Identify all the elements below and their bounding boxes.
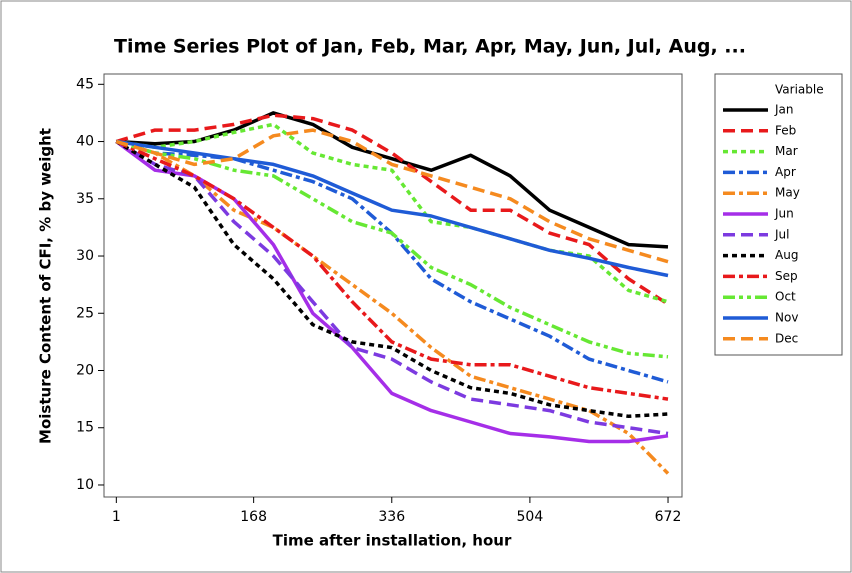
x-tick-label: 1 — [112, 509, 121, 525]
series-line — [115, 139, 669, 401]
x-tick-label: 504 — [517, 509, 544, 525]
legend-label: Oct — [775, 290, 796, 304]
legend-title: Variable — [775, 83, 824, 97]
x-tick-label: 672 — [655, 509, 682, 525]
legend-label: Jan — [774, 103, 794, 117]
y-tick-label: 45 — [76, 76, 94, 92]
series-line — [115, 139, 669, 419]
series-line — [115, 139, 670, 475]
series-line — [115, 139, 669, 359]
series-line — [115, 128, 669, 264]
x-tick-label: 168 — [240, 509, 267, 525]
y-tick-label: 40 — [76, 134, 94, 150]
legend-label: Aug — [775, 248, 798, 262]
y-tick-label: 30 — [76, 248, 94, 264]
x-axis-label: Time after installation, hour — [273, 532, 512, 550]
legend-label: Dec — [775, 331, 798, 345]
legend-label: Jul — [774, 227, 789, 241]
legend-label: Mar — [775, 144, 798, 158]
legend-label: Jun — [774, 207, 794, 221]
series-line — [115, 139, 669, 436]
legend-label: Sep — [775, 269, 798, 283]
y-tick-label: 20 — [76, 363, 94, 379]
legend-label: May — [775, 186, 800, 200]
chart-title: Time Series Plot of Jan, Feb, Mar, Apr, … — [114, 36, 746, 58]
x-tick-label: 336 — [378, 509, 405, 525]
y-tick-label: 15 — [76, 420, 94, 436]
y-tick-label: 10 — [76, 477, 94, 493]
series-line — [116, 122, 669, 304]
legend-label: Apr — [775, 165, 796, 179]
legend-label: Nov — [775, 311, 798, 325]
y-axis-label: Moisture Content of CFI, % by weight — [37, 128, 55, 444]
y-tick-label: 25 — [76, 305, 94, 321]
legend-label: Feb — [775, 123, 796, 137]
plot-area — [103, 73, 683, 498]
y-tick-label: 35 — [76, 191, 94, 207]
series-line — [115, 113, 669, 306]
series-line — [116, 139, 669, 278]
